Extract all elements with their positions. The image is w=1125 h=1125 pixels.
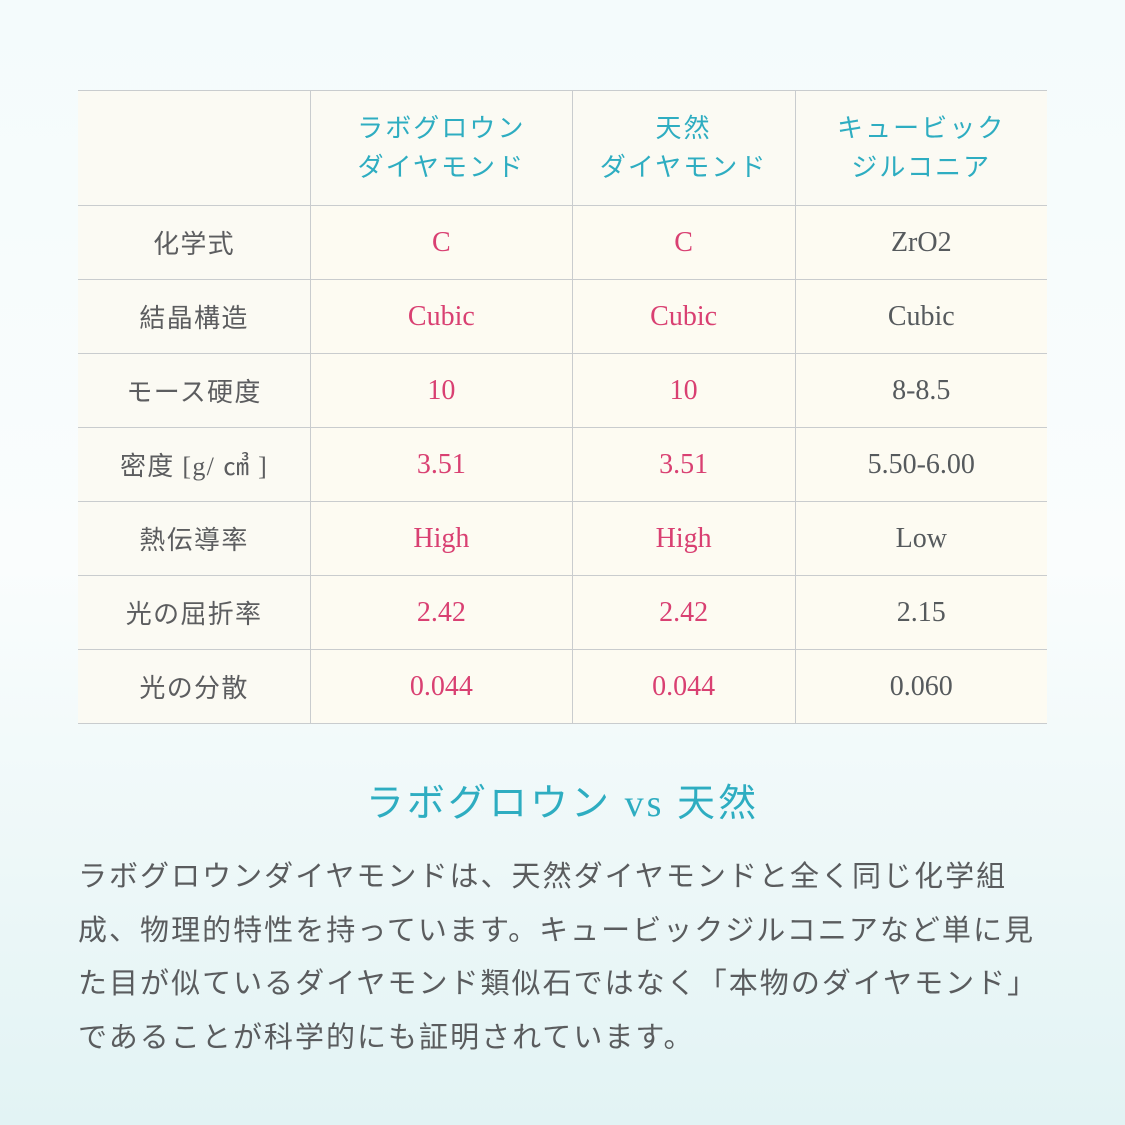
cell: 0.060 <box>795 650 1047 724</box>
body-paragraph: ラボグロウンダイヤモンドは、天然ダイヤモンドと全く同じ化学組成、物理的特性を持っ… <box>78 851 1047 1066</box>
header-cz-l1: キュービック <box>837 114 1005 143</box>
table-row: 結晶構造 Cubic Cubic Cubic <box>78 280 1047 354</box>
cell: Low <box>795 502 1047 576</box>
cell: Cubic <box>572 280 795 354</box>
cell: High <box>572 502 795 576</box>
section-title: ラボグロウン vs 天然 <box>78 772 1047 827</box>
cell: C <box>572 206 795 280</box>
comparison-table: ラボグロウン ダイヤモンド 天然 ダイヤモンド キュービック ジルコニア 化学式… <box>78 90 1047 724</box>
row-label: 結晶構造 <box>78 280 311 354</box>
header-natural: 天然 ダイヤモンド <box>572 91 795 206</box>
cell: High <box>311 502 573 576</box>
cell: C <box>311 206 573 280</box>
cell: 3.51 <box>311 428 573 502</box>
cell: Cubic <box>311 280 573 354</box>
cell: 3.51 <box>572 428 795 502</box>
cell: ZrO2 <box>795 206 1047 280</box>
table-row: モース硬度 10 10 8-8.5 <box>78 354 1047 428</box>
cell: 10 <box>311 354 573 428</box>
cell: 5.50-6.00 <box>795 428 1047 502</box>
table-row: 光の屈折率 2.42 2.42 2.15 <box>78 576 1047 650</box>
header-cz-l2: ジルコニア <box>851 153 991 182</box>
row-label: 熱伝導率 <box>78 502 311 576</box>
header-lab-grown: ラボグロウン ダイヤモンド <box>311 91 573 206</box>
row-label: 光の分散 <box>78 650 311 724</box>
row-label: 密度 [g/ ㎤ ] <box>78 428 311 502</box>
header-lab-grown-l1: ラボグロウン <box>357 114 525 143</box>
header-cubic-zirconia: キュービック ジルコニア <box>795 91 1047 206</box>
row-label: 光の屈折率 <box>78 576 311 650</box>
cell: 0.044 <box>572 650 795 724</box>
header-lab-grown-l2: ダイヤモンド <box>358 153 526 182</box>
header-natural-l2: ダイヤモンド <box>600 153 768 182</box>
table-row: 化学式 C C ZrO2 <box>78 206 1047 280</box>
cell: 0.044 <box>311 650 573 724</box>
cell: 10 <box>572 354 795 428</box>
row-label: 化学式 <box>78 206 311 280</box>
header-natural-l1: 天然 <box>656 114 712 143</box>
table-row: 光の分散 0.044 0.044 0.060 <box>78 650 1047 724</box>
table-body: 化学式 C C ZrO2 結晶構造 Cubic Cubic Cubic モース硬… <box>78 206 1047 724</box>
cell: Cubic <box>795 280 1047 354</box>
row-label: モース硬度 <box>78 354 311 428</box>
table-row: 熱伝導率 High High Low <box>78 502 1047 576</box>
cell: 2.15 <box>795 576 1047 650</box>
cell: 2.42 <box>572 576 795 650</box>
table-row: 密度 [g/ ㎤ ] 3.51 3.51 5.50-6.00 <box>78 428 1047 502</box>
cell: 8-8.5 <box>795 354 1047 428</box>
header-blank <box>78 91 311 206</box>
table-header-row: ラボグロウン ダイヤモンド 天然 ダイヤモンド キュービック ジルコニア <box>78 91 1047 206</box>
cell: 2.42 <box>311 576 573 650</box>
